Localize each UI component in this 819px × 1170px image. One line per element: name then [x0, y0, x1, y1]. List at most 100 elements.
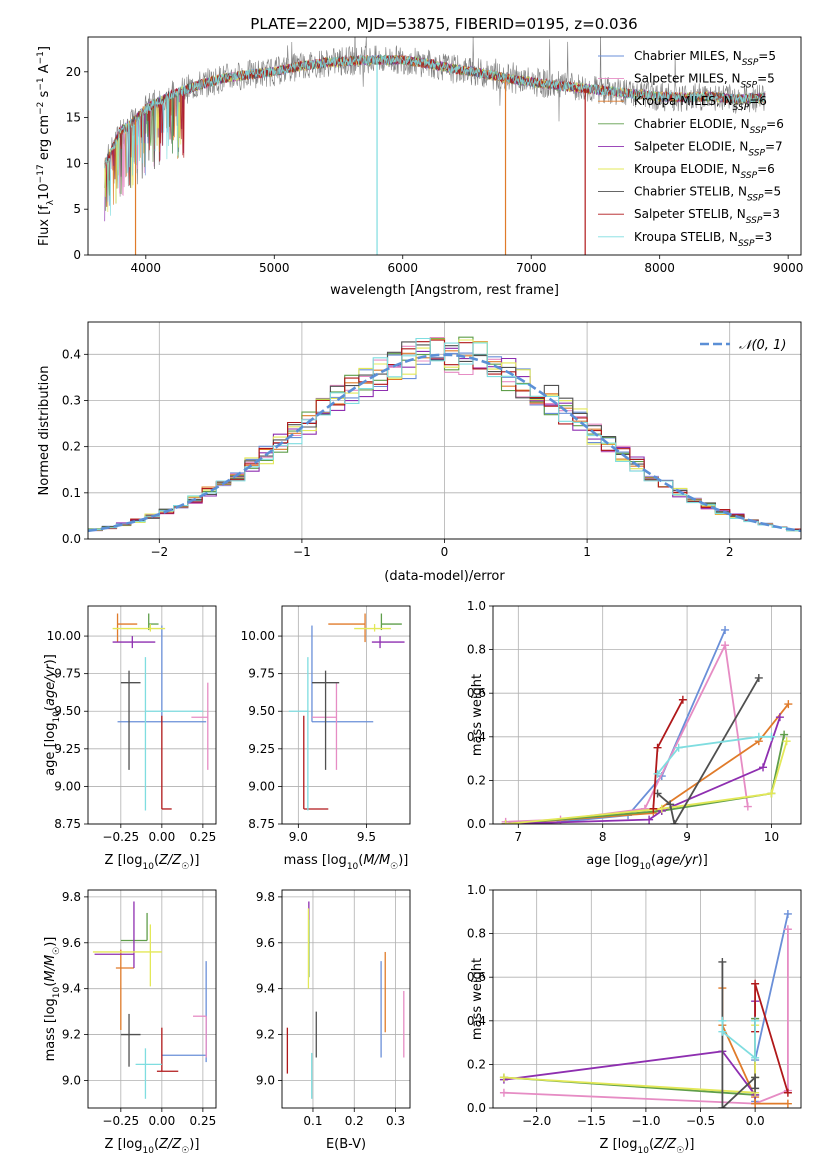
- y-tick-label: 9.25: [248, 742, 275, 756]
- weight-line: [505, 740, 788, 824]
- legend-label: Chabrier STELIB, NSSP=5: [634, 185, 781, 204]
- y-tick-label: 0.1: [62, 486, 81, 500]
- errorbar-point: [161, 961, 207, 1063]
- y-tick-label: 0: [73, 248, 81, 262]
- axes-frame: [87, 889, 217, 1109]
- weight-marker: [775, 713, 784, 722]
- weight-line: [656, 735, 772, 775]
- legend-label: Kroupa STELIB, NSSP=3: [634, 230, 772, 249]
- x-tick-label: 4000: [131, 261, 162, 275]
- weight-marker: [649, 804, 658, 813]
- x-tick-label: 8: [599, 830, 607, 844]
- errorbar-point: [112, 624, 166, 632]
- weight-marker: [718, 1016, 727, 1025]
- axes-age-vs-Z: −0.25 0.00 0.25 8.75 9.00 9.25 9.50 9.75 10.00 Z …: [43, 605, 217, 872]
- errorbar-point: [354, 624, 391, 632]
- plot-area: [112, 613, 209, 811]
- weight-marker: [783, 1088, 792, 1097]
- weight-marker: [718, 1104, 727, 1108]
- axes-frame: [492, 605, 802, 825]
- weight-marker: [640, 804, 649, 813]
- legend-label: Chabrier ELODIE, NSSP=6: [634, 117, 784, 136]
- y-tick-label: 9.6: [62, 936, 81, 950]
- weight-marker: [501, 820, 510, 824]
- errorbar-point: [311, 670, 340, 770]
- x-tick-label: −2: [150, 545, 168, 559]
- x-tick-label: 7000: [516, 261, 547, 275]
- y-tick-label: 0.0: [62, 532, 81, 546]
- x-tick-label: 2: [726, 545, 734, 559]
- weight-marker: [783, 1099, 792, 1108]
- y-tick-label: 9.4: [62, 982, 81, 996]
- y-tick-label: 9.2: [62, 1028, 81, 1042]
- x-tick-label: 0.00: [148, 1114, 175, 1128]
- x-tick-label: 9.5: [357, 830, 376, 844]
- weight-marker: [657, 804, 666, 813]
- y-tick-label: 8.75: [54, 817, 81, 831]
- x-axis-label: Z [log10(Z/Z☉)]: [600, 1137, 695, 1156]
- errorbar-point: [115, 949, 134, 1030]
- weight-line: [503, 1025, 756, 1094]
- weight-marker: [783, 925, 792, 934]
- x-tick-label: 0: [441, 545, 449, 559]
- weight-marker: [751, 1084, 760, 1093]
- y-axis-label: mass weight: [470, 958, 485, 1040]
- errorbar-point: [120, 670, 141, 770]
- x-tick-label: 8000: [644, 261, 675, 275]
- x-axis-label: (data-model)/error: [384, 569, 505, 584]
- y-tick-label: 0.6: [467, 970, 486, 984]
- axes-mass-weight-vs-Z: −2.0 −1.5 −1.0 −0.5 0.0 0.0 0.2 0.4 0.6 0.8 1.0 Z […: [467, 883, 802, 1156]
- weight-marker: [784, 700, 793, 709]
- y-tick-label: 9.75: [54, 667, 81, 681]
- legend-label: Kroupa ELODIE, NSSP=6: [634, 162, 775, 181]
- y-tick-label: 9.4: [256, 982, 275, 996]
- y-tick-label: 9.8: [256, 890, 275, 904]
- y-axis-label: Normed distribution: [37, 366, 52, 496]
- errorbar-point: [191, 682, 209, 770]
- weight-line: [560, 629, 726, 823]
- y-tick-label: 5: [73, 202, 81, 216]
- axes-frame: [87, 36, 802, 256]
- errorbar-point: [92, 924, 162, 987]
- y-tick-label: 0.2: [467, 1057, 486, 1071]
- y-axis-label: mass [log10(M/M☉)]: [43, 937, 62, 1062]
- weight-marker: [499, 1073, 508, 1082]
- weight-line: [505, 716, 781, 824]
- weight-marker: [767, 732, 776, 741]
- errorbar-point: [311, 625, 374, 723]
- legend-label: Salpeter MILES, NSSP=5: [634, 72, 775, 91]
- legend-label: 𝒩(0, 1): [739, 338, 786, 353]
- axes-mass-vs-ebv: 0.1 0.2 0.3 9.0 9.2 9.4 9.6 9.8 E(B-V): [256, 889, 411, 1152]
- axes-age-vs-mass: 9.0 9.5 8.75 9.00 9.25 9.50 9.75 10.00 mass [log…: [241, 605, 411, 872]
- x-axis-label: age [log10(age/yr)]: [586, 853, 708, 872]
- weight-marker: [751, 1053, 760, 1062]
- weight-marker: [674, 743, 683, 752]
- weight-marker: [780, 730, 789, 739]
- errorbar-point: [380, 613, 402, 631]
- weight-marker: [645, 815, 654, 824]
- errorbar-point: [371, 636, 405, 649]
- x-tick-label: 0.0: [746, 1114, 765, 1128]
- axes-frame: [281, 605, 411, 825]
- x-tick-label: 1: [583, 545, 591, 559]
- errorbar-point: [94, 901, 135, 969]
- plot-area: [88, 336, 801, 533]
- plot-area: [286, 901, 405, 1099]
- weight-line: [656, 677, 760, 824]
- y-axis-label: age [log10(age/yr)]: [43, 654, 62, 776]
- weight-line: [505, 734, 785, 824]
- y-tick-label: 0.2: [467, 773, 486, 787]
- weight-marker: [718, 1027, 727, 1036]
- y-tick-label: 0.4: [467, 730, 486, 744]
- x-tick-label: 9000: [773, 261, 804, 275]
- y-tick-label: 1.0: [467, 599, 486, 613]
- weight-marker: [718, 957, 727, 966]
- errorbar-point: [328, 613, 366, 643]
- y-tick-label: 9.8: [62, 890, 81, 904]
- weight-marker: [499, 1088, 508, 1097]
- y-tick-label: 0.8: [467, 643, 486, 657]
- x-tick-label: −1.5: [577, 1114, 606, 1128]
- x-tick-label: 0.00: [148, 830, 175, 844]
- axes-frame: [87, 605, 217, 825]
